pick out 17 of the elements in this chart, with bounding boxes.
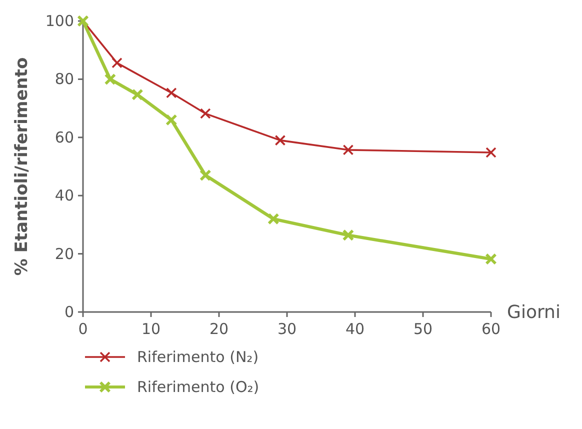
y-tick-label: 0	[64, 303, 74, 321]
x-tick-label: 60	[481, 320, 501, 338]
y-tick-label: 20	[54, 244, 74, 263]
y-tick-label: 80	[54, 70, 74, 88]
y-tick-label: 40	[54, 186, 74, 205]
x-tick-label: 50	[413, 320, 433, 338]
x-axis-title: Giorni	[507, 302, 560, 323]
y-tick-label: 60	[54, 128, 74, 146]
legend-label: Riferimento (N₂)	[137, 348, 259, 366]
legend-label: Riferimento (O₂)	[137, 378, 260, 396]
y-axis-title: % Etantioli/riferimento	[12, 57, 32, 276]
x-tick-label: 10	[141, 320, 161, 338]
x-tick-label: 0	[78, 320, 88, 338]
x-tick-label: 30	[277, 320, 297, 338]
y-tick-label: 100	[45, 12, 74, 30]
x-tick-label: 40	[345, 320, 365, 338]
x-tick-label: 20	[209, 320, 229, 338]
